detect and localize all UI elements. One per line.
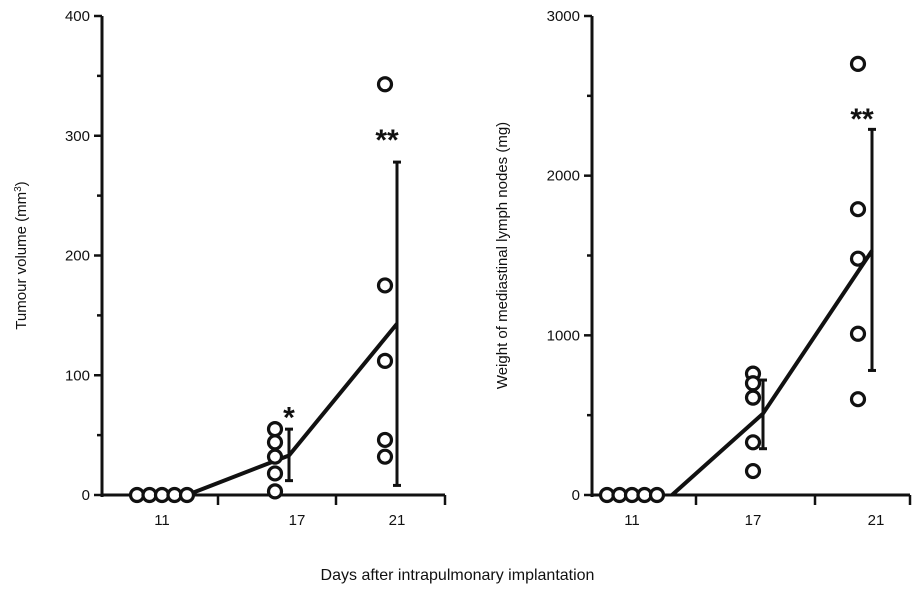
- y-tick-label: 100: [65, 367, 90, 384]
- mean-line: [670, 249, 874, 497]
- data-point: [744, 462, 762, 480]
- data-point: [266, 465, 284, 482]
- significance-marker: **: [850, 103, 874, 136]
- data-point: [744, 389, 762, 406]
- data-point: [849, 391, 867, 408]
- x-tick-label: 17: [289, 512, 306, 529]
- data-point: [266, 434, 284, 451]
- data-point: [376, 448, 394, 465]
- x-tick-label: 17: [745, 512, 762, 529]
- x-tick-label: 21: [868, 512, 885, 529]
- y-tick-label: 200: [65, 248, 90, 265]
- data-point: [266, 483, 284, 500]
- y-tick-label: 400: [65, 8, 90, 25]
- data-point: [178, 486, 196, 504]
- x-tick-label: 11: [154, 512, 170, 529]
- y-tick-label: 2000: [547, 168, 580, 185]
- data-point: [744, 375, 762, 392]
- y-axis-title: Tumour volume (mm3): [13, 181, 31, 329]
- y-axis-title: Weight of mediastinal lymph nodes (mg): [494, 122, 511, 389]
- panel-2: 0 1000 2000 3000 11 17 21 Weight of mediastinal…: [494, 8, 912, 529]
- y-tick-label: 300: [65, 128, 90, 145]
- significance-marker: **: [375, 124, 399, 157]
- data-point: [376, 76, 394, 93]
- y-tick-label: 0: [572, 487, 580, 504]
- data-point: [266, 421, 284, 438]
- significance-marker: *: [283, 402, 295, 435]
- data-point: [849, 250, 867, 267]
- data-point: [376, 277, 394, 294]
- x-tick-label: 21: [389, 512, 406, 529]
- data-point: [648, 486, 666, 504]
- data-point: [849, 325, 867, 342]
- data-point: [849, 201, 867, 218]
- x-tick-label: 11: [624, 512, 640, 529]
- data-point: [376, 352, 394, 369]
- y-tick-label: 3000: [547, 8, 580, 25]
- data-point: [266, 448, 284, 465]
- data-point: [849, 55, 867, 73]
- data-point: [744, 434, 762, 451]
- y-tick-label: 0: [82, 487, 90, 504]
- data-point: [376, 431, 394, 449]
- x-axis-title: Days after intrapulmonary implantation: [320, 567, 595, 584]
- y-tick-label: 1000: [547, 327, 580, 344]
